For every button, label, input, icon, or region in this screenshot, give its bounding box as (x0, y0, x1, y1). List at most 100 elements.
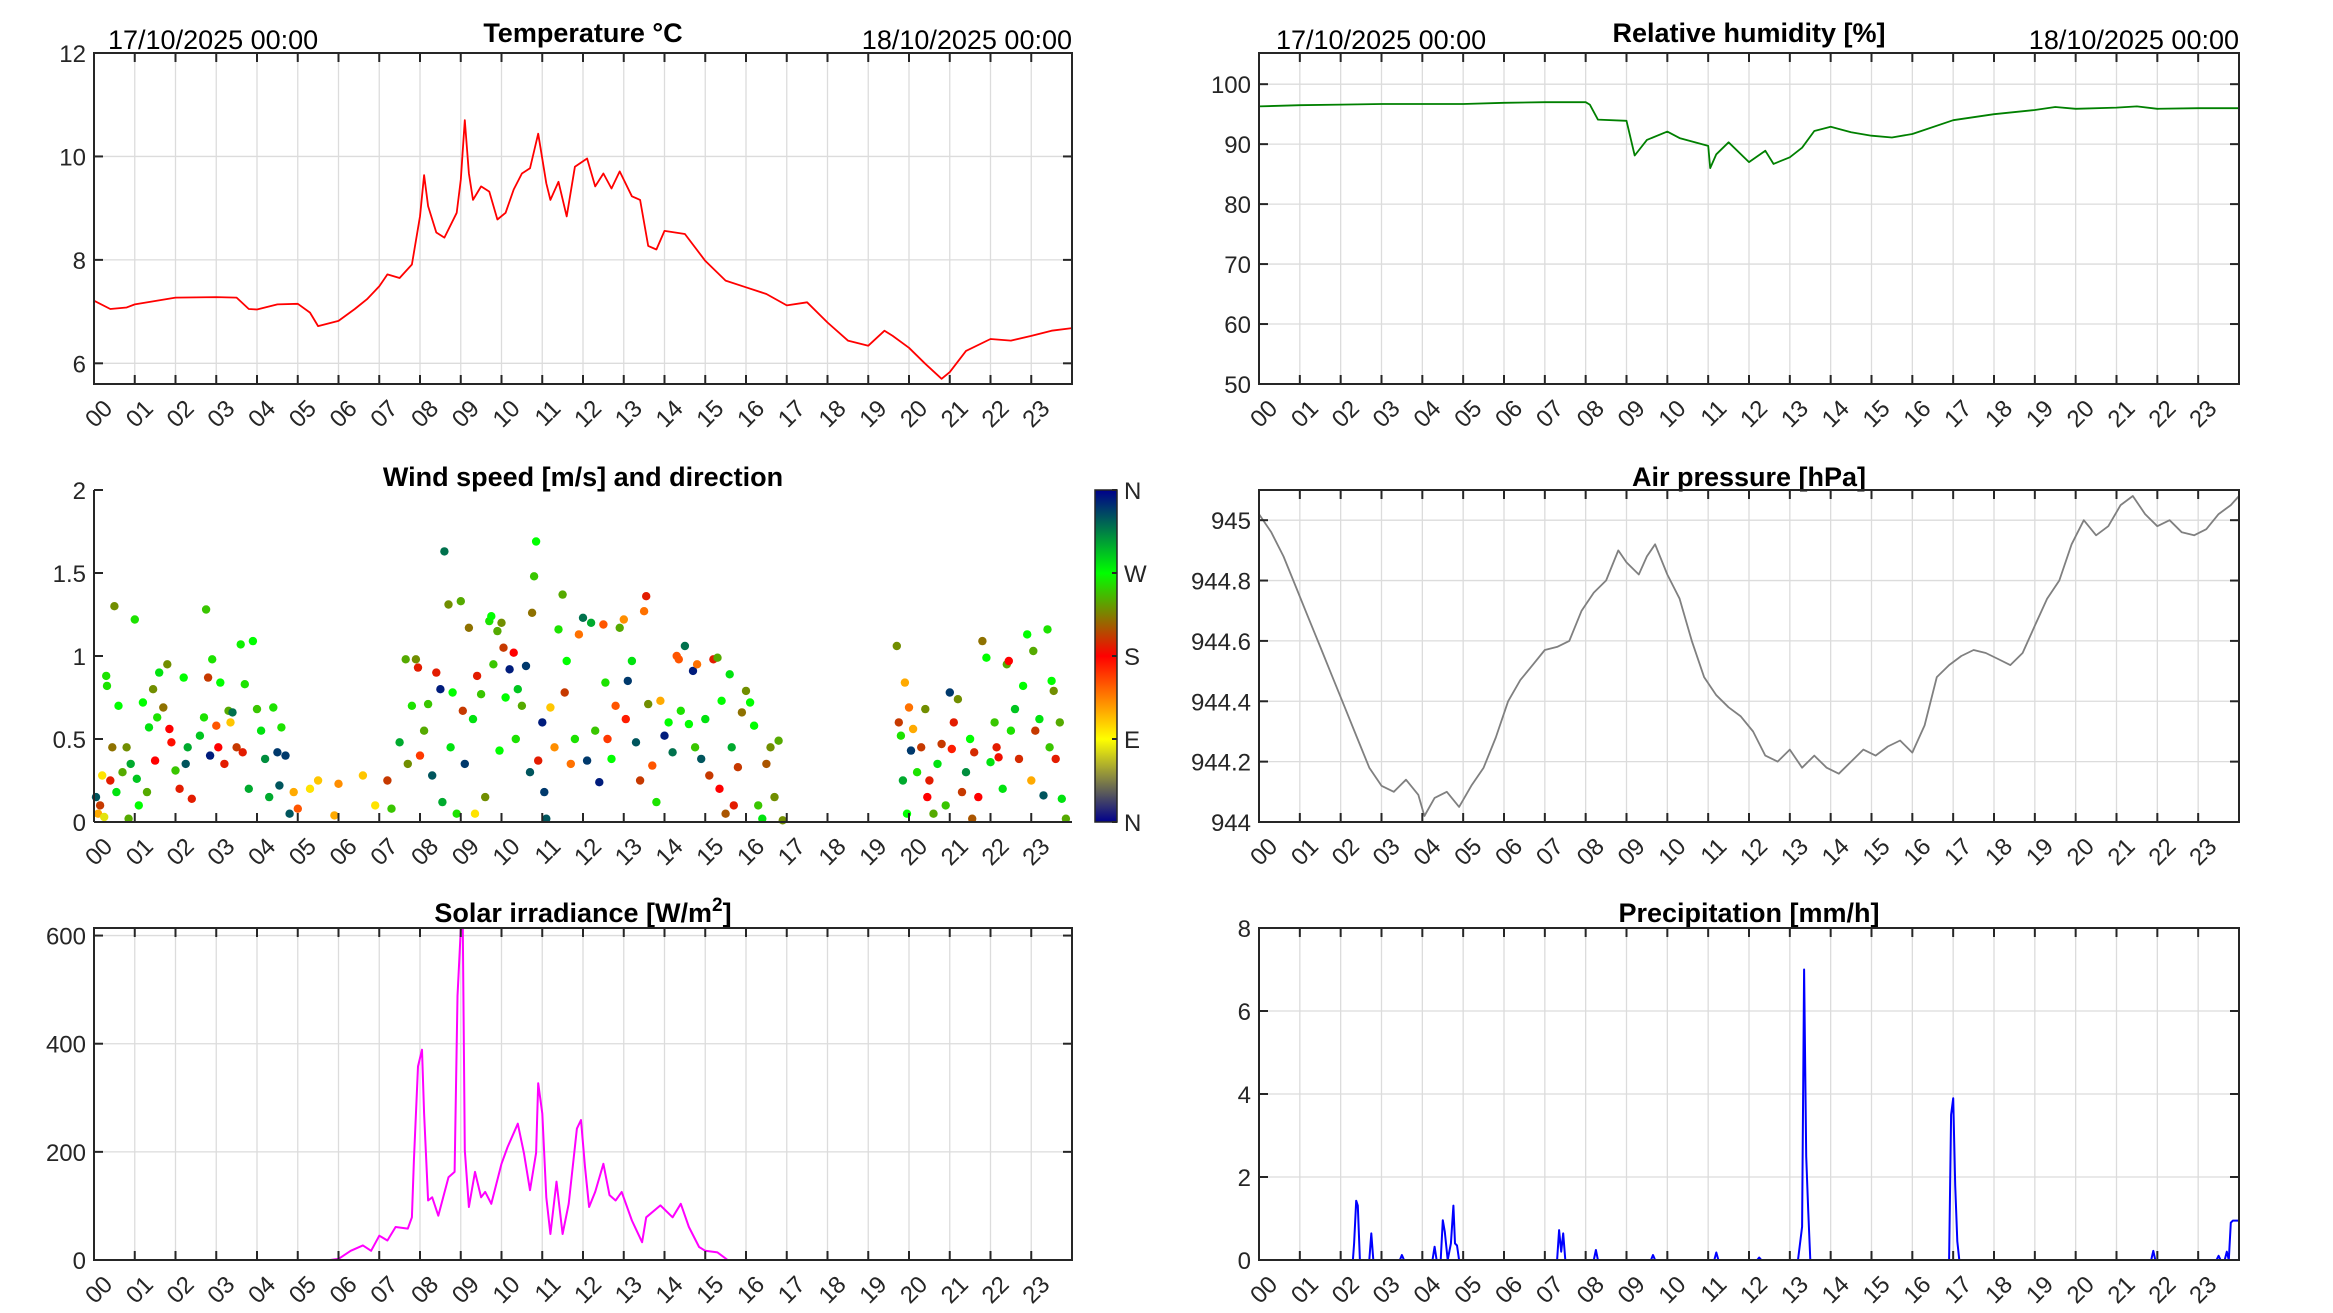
wind-point (497, 618, 506, 627)
x-tick-label: 10 (488, 395, 526, 433)
y-tick-label: 50 (1224, 372, 1251, 399)
wind-point (721, 809, 730, 818)
x-tick-label: 20 (2062, 1271, 2100, 1309)
x-tick-label: 08 (1572, 395, 1610, 433)
y-tick-label: 2 (73, 478, 86, 505)
wind-point (456, 597, 465, 606)
wind-point (124, 814, 133, 823)
wind-point (216, 678, 225, 687)
wind-point (1031, 726, 1040, 735)
wind-point (644, 699, 653, 709)
wind-point (778, 816, 787, 825)
wind-point (1027, 776, 1036, 785)
y-tick-label: 945 (1211, 508, 1251, 535)
x-tick-label: 14 (651, 395, 689, 433)
wind-point (102, 681, 112, 691)
temperature-series-line (93, 119, 1073, 380)
wind-point (1049, 686, 1058, 696)
wind-point (560, 688, 569, 697)
wind-point (574, 630, 584, 639)
x-tick-label: 14 (651, 833, 689, 871)
wind-point (531, 537, 541, 546)
wind-point (631, 738, 641, 747)
wind-point (112, 787, 121, 797)
wind-point (511, 734, 520, 744)
wind-point (167, 738, 176, 747)
wind-point (733, 763, 743, 772)
wind-point (684, 719, 694, 729)
colorbar-label: S (1124, 644, 1140, 671)
wind-point (668, 748, 677, 757)
wind-point (148, 685, 158, 694)
x-tick-label: 13 (1776, 833, 1814, 871)
x-tick-label: 06 (1490, 1271, 1528, 1309)
humidity-plot: Relative humidity [%] 17/10/2025 00:00 1… (1211, 18, 2240, 433)
wind-point (978, 636, 987, 646)
x-tick-label: 00 (1245, 833, 1283, 871)
wind-point (674, 655, 683, 664)
x-tick-label: 14 (1817, 1271, 1855, 1309)
wind-point (586, 618, 596, 627)
wind-point (754, 801, 763, 810)
wind-point (527, 608, 537, 617)
wind-point (546, 703, 555, 712)
wind-point (562, 656, 571, 666)
wind-point (725, 670, 734, 679)
wind-point (419, 726, 429, 735)
y-tick-label: 2 (1238, 1165, 1251, 1192)
x-tick-label: 13 (610, 1271, 648, 1309)
wind-point (220, 759, 229, 769)
y-tick-label: 400 (46, 1032, 86, 1059)
x-tick-label: 17 (773, 1271, 811, 1309)
x-tick-label: 08 (1572, 833, 1610, 871)
wind-point (238, 748, 247, 757)
x-tick-label: 19 (2021, 833, 2059, 871)
solar-series-line (94, 927, 1072, 1261)
x-tick-label: 23 (2184, 395, 2222, 433)
x-tick-label: 00 (1245, 395, 1283, 433)
wind-point (929, 809, 938, 818)
x-tick-label: 05 (284, 1271, 322, 1309)
wind-point (501, 693, 510, 702)
wind-point (550, 743, 559, 752)
wind-point (717, 696, 726, 705)
y-tick-label: 6 (1238, 999, 1251, 1026)
wind-point (438, 797, 447, 807)
wind-point (118, 768, 127, 777)
x-tick-label: 15 (1858, 395, 1896, 433)
x-tick-label: 11 (1696, 1271, 1733, 1308)
x-tick-label: 19 (2021, 1271, 2059, 1309)
wind-point (992, 743, 1001, 752)
wind-point (95, 801, 105, 810)
wind-point (248, 636, 258, 646)
wind-point (949, 718, 958, 727)
wind-point (134, 801, 143, 810)
wind-point (265, 792, 274, 802)
wind-point (464, 623, 474, 632)
y-tick-label: 944.6 (1191, 629, 1251, 656)
wind-point (1057, 794, 1067, 803)
humidity-date-end: 18/10/2025 00:00 (2029, 25, 2239, 55)
wind-point (529, 572, 539, 581)
x-tick-label: 01 (121, 833, 159, 871)
x-tick-label: 21 (2103, 1271, 2141, 1309)
wind-point (697, 754, 706, 764)
wind-point (330, 811, 339, 820)
x-tick-label: 09 (447, 1271, 485, 1309)
x-tick-label: 22 (2143, 833, 2181, 871)
wind-point (470, 809, 480, 818)
x-tick-label: 07 (1531, 395, 1569, 433)
x-tick-label: 19 (854, 395, 892, 433)
y-tick-label: 8 (73, 248, 86, 275)
x-tick-label: 12 (569, 395, 607, 433)
wind-point (159, 703, 168, 712)
x-tick-label: 02 (1327, 395, 1365, 433)
y-tick-label: 944.4 (1191, 689, 1251, 716)
x-tick-label: 09 (447, 395, 485, 433)
x-tick-label: 22 (977, 1271, 1015, 1309)
wind-point (611, 701, 620, 710)
wind-point (749, 721, 759, 730)
wind-point (126, 759, 135, 769)
x-tick-label: 14 (1817, 833, 1855, 871)
x-tick-label: 01 (1286, 833, 1324, 871)
